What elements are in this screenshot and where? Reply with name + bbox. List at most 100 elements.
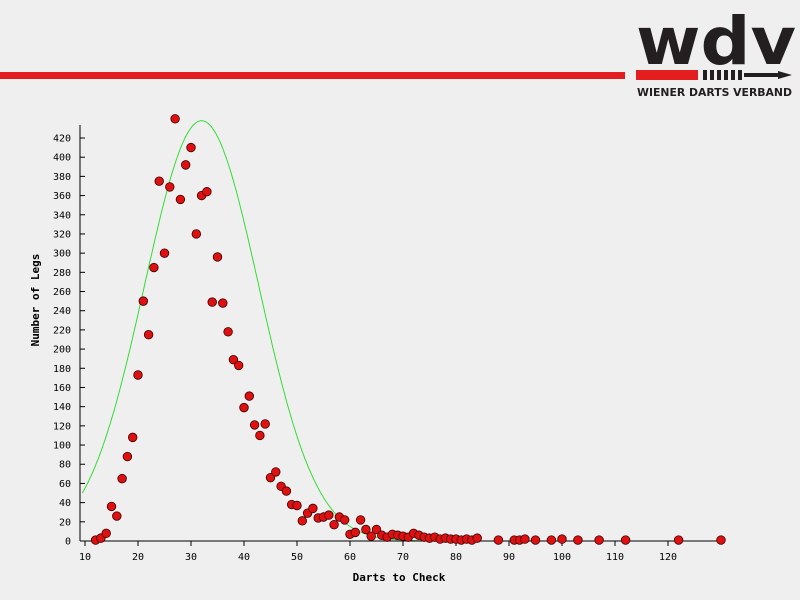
data-point [159,248,170,258]
data-point [271,467,281,477]
x-tick-label: 50 [291,552,303,563]
data-point [297,516,308,526]
data-point [165,182,175,192]
x-tick-label: 10 [79,552,91,563]
data-point [329,519,339,530]
data-point [223,327,233,337]
data-point [101,528,111,539]
data-point [170,114,180,124]
y-tick-label: 240 [53,306,71,317]
data-point [546,535,557,545]
data-point [366,531,376,541]
data-point [244,391,255,401]
data-point [292,500,302,511]
data-point [207,297,217,307]
y-tick-label: 160 [53,383,71,394]
data-point [122,451,133,462]
x-tick-label: 80 [450,552,462,563]
data-point [265,472,276,483]
x-tick-label: 90 [503,552,515,563]
x-tick-label: 110 [606,552,624,563]
data-point [127,432,138,443]
y-tick-label: 80 [59,460,71,471]
data-point [716,535,726,545]
y-tick-label: 20 [59,517,71,528]
x-tick-label: 120 [659,552,677,563]
logo-subtitle: WIENER DARTS VERBAND [637,87,792,99]
y-tick-label: 380 [53,172,71,183]
y-tick-label: 260 [53,287,71,298]
y-ticks: 0 20 40 60 80 100 120 140 160 180 200 220 240 260 280 3… [53,134,85,548]
data-point [154,176,164,186]
data-point [350,527,361,538]
logo-text: wdv [636,3,796,80]
header-red-bar [0,72,625,79]
y-tick-label: 400 [53,153,71,164]
data-point [143,330,154,340]
fit-curve [81,120,721,542]
data-point [255,430,265,441]
data-point [493,535,504,545]
data-point [620,535,631,545]
x-tick-label: 60 [344,552,356,563]
x-tick-label: 40 [238,552,250,563]
data-point [324,510,334,520]
data-point [218,298,228,308]
logo-red-underline [636,70,698,80]
data-point [149,262,159,273]
data-point [212,252,223,262]
data-point [308,503,318,514]
data-point [371,524,382,535]
plot-area: 0 20 40 60 80 100 120 140 160 180 200 220 240 260 280 3… [29,114,726,584]
wdv-logo: wdv WIENER DARTS VERBAND [636,3,796,99]
data-point [112,511,122,521]
data-point [573,535,583,545]
x-tick-label: 70 [397,552,409,563]
y-tick-label: 60 [59,479,71,490]
data-point [361,524,371,535]
y-tick-label: 320 [53,229,71,240]
y-tick-label: 220 [53,325,71,336]
data-point [260,419,270,429]
data-points [90,114,726,545]
data-point [239,402,249,413]
data-point [117,473,127,484]
x-axis-title: Darts to Check [353,571,446,584]
data-point [520,534,530,544]
data-point [233,360,244,371]
data-point [133,370,143,380]
y-tick-label: 140 [53,402,71,413]
y-tick-label: 300 [53,249,71,260]
y-axis-title: Number of Legs [29,254,42,347]
data-point [180,160,191,170]
y-tick-label: 100 [53,441,71,452]
data-point [355,515,366,525]
y-tick-label: 280 [53,268,71,279]
y-tick-label: 200 [53,345,71,356]
data-point [186,142,196,153]
data-point [228,354,239,365]
data-point [594,535,604,545]
y-tick-label: 120 [53,421,71,432]
x-ticks: 10 20 30 40 50 60 70 80 90 100 110 120 [79,541,677,563]
data-point [530,535,541,545]
data-point [202,187,212,197]
fit-curve-layer [81,120,721,542]
data-point [191,229,202,239]
y-tick-label: 40 [59,498,71,509]
data-point [138,296,149,306]
y-tick-label: 0 [65,537,71,548]
y-tick-label: 420 [53,134,71,145]
data-point [281,486,292,496]
data-point [340,515,350,525]
dart-icon [703,70,792,80]
y-tick-label: 340 [53,210,71,221]
data-point [249,420,260,430]
data-point [673,535,684,545]
axes [79,125,725,542]
y-tick-label: 180 [53,364,71,375]
x-tick-label: 20 [132,552,144,563]
data-point [557,534,567,544]
x-tick-label: 100 [553,552,571,563]
